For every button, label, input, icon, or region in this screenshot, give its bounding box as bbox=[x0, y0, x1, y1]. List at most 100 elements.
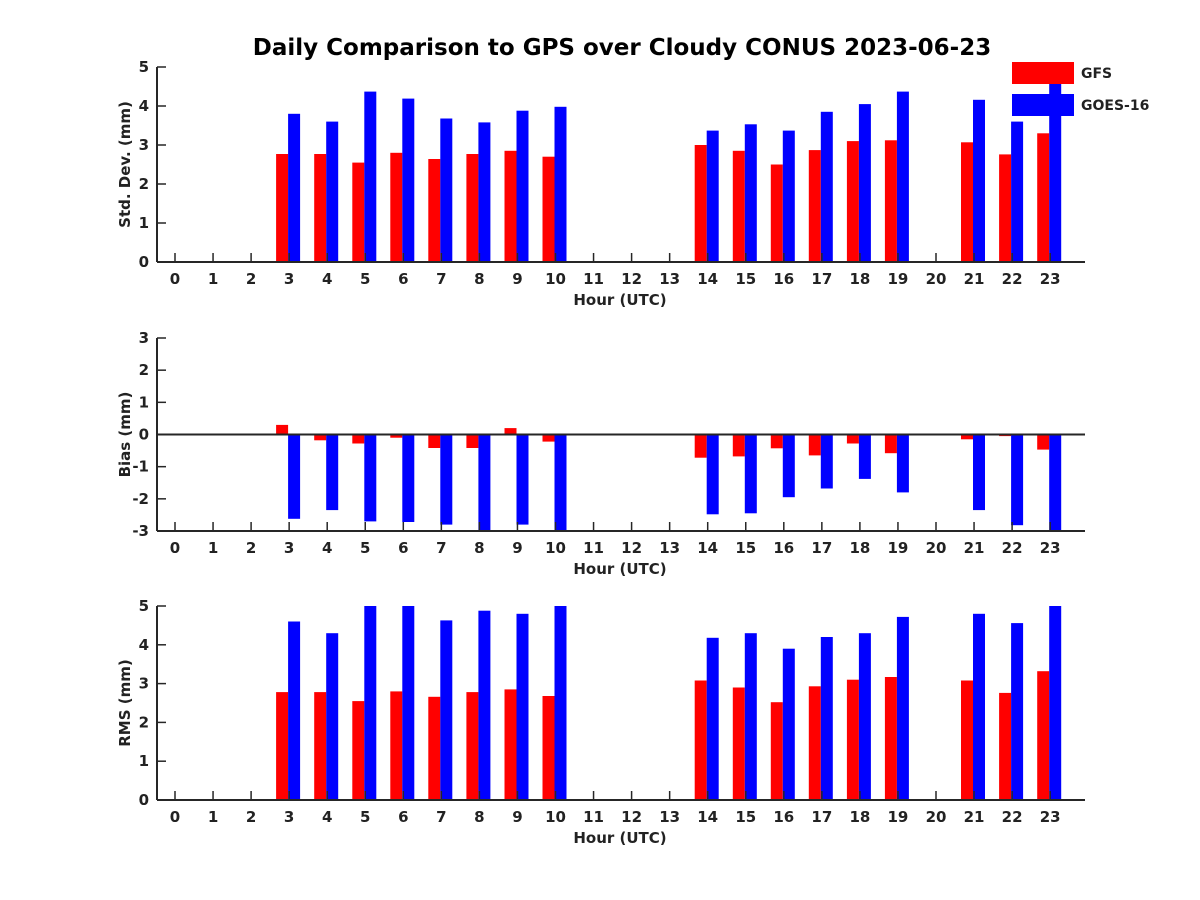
bar-goes-16-hour-17 bbox=[820, 434, 833, 489]
legend-label-goes-16: GOES-16 bbox=[1081, 98, 1149, 114]
legend-label-gfs: GFS bbox=[1081, 66, 1112, 82]
y-tick-label: 2 bbox=[139, 175, 149, 193]
bar-goes-16-hour-21 bbox=[973, 99, 985, 262]
x-tick-label: 19 bbox=[888, 808, 909, 826]
bar-gfs-hour-5 bbox=[352, 434, 365, 444]
x-tick-label: 22 bbox=[1002, 539, 1023, 557]
bar-goes-16-hour-10 bbox=[554, 606, 567, 800]
legend: GFS GOES-16 bbox=[1012, 62, 1149, 116]
bar-goes-16-hour-18 bbox=[858, 633, 871, 800]
x-tick-label: 11 bbox=[583, 539, 604, 557]
x-tick-label: 12 bbox=[621, 808, 642, 826]
bar-goes-16-hour-6 bbox=[402, 606, 415, 800]
y-tick-label: 0 bbox=[139, 253, 149, 271]
bar-gfs-hour-18 bbox=[846, 434, 859, 444]
bar-gfs-hour-7 bbox=[428, 434, 441, 448]
x-tick-label: 18 bbox=[849, 539, 870, 557]
bar-goes-16-hour-7 bbox=[440, 434, 453, 525]
x-tick-label: 15 bbox=[735, 539, 756, 557]
bar-gfs-hour-17 bbox=[808, 686, 821, 800]
bar-gfs-hour-21 bbox=[961, 680, 973, 800]
bar-gfs-hour-22 bbox=[999, 692, 1012, 800]
x-tick-label: 15 bbox=[735, 270, 756, 288]
x-axis-label: Hour (UTC) bbox=[573, 560, 666, 578]
x-tick-label: 10 bbox=[545, 808, 566, 826]
bar-goes-16-hour-19 bbox=[896, 91, 909, 262]
y-tick-label: 0 bbox=[139, 791, 149, 809]
x-axis-label: Hour (UTC) bbox=[573, 291, 666, 309]
x-tick-label: 21 bbox=[964, 808, 985, 826]
bar-goes-16-hour-6 bbox=[402, 434, 415, 522]
bar-goes-16-hour-23 bbox=[1049, 606, 1062, 800]
x-tick-label: 5 bbox=[360, 270, 370, 288]
bar-goes-16-hour-7 bbox=[440, 620, 453, 800]
y-tick-label: 5 bbox=[139, 58, 149, 76]
bar-goes-16-hour-9 bbox=[516, 613, 529, 800]
bar-goes-16-hour-14 bbox=[706, 637, 719, 800]
bar-gfs-hour-7 bbox=[428, 696, 441, 800]
bar-goes-16-hour-19 bbox=[896, 616, 909, 800]
bar-gfs-hour-8 bbox=[466, 692, 479, 800]
x-tick-label: 2 bbox=[246, 808, 256, 826]
bar-gfs-hour-16 bbox=[770, 434, 783, 449]
legend-swatch-goes-16 bbox=[1012, 94, 1074, 116]
bar-goes-16-hour-16 bbox=[782, 434, 795, 498]
x-tick-label: 13 bbox=[659, 270, 680, 288]
y-tick-label: 1 bbox=[139, 393, 149, 411]
bar-goes-16-hour-21 bbox=[973, 434, 985, 511]
bar-goes-16-hour-15 bbox=[744, 633, 757, 800]
bar-gfs-hour-14 bbox=[694, 434, 707, 458]
x-tick-label: 0 bbox=[170, 808, 180, 826]
bar-goes-16-hour-10 bbox=[554, 434, 567, 531]
bar-goes-16-hour-23 bbox=[1049, 82, 1062, 262]
bar-goes-16-hour-5 bbox=[364, 606, 377, 800]
x-tick-label: 9 bbox=[512, 539, 522, 557]
bar-gfs-hour-10 bbox=[542, 434, 555, 442]
bar-gfs-hour-3 bbox=[276, 692, 289, 800]
x-tick-label: 13 bbox=[659, 539, 680, 557]
bar-gfs-hour-8 bbox=[466, 434, 479, 448]
bar-goes-16-hour-15 bbox=[744, 434, 757, 514]
x-tick-label: 3 bbox=[284, 808, 294, 826]
y-tick-label: 2 bbox=[139, 713, 149, 731]
x-tick-label: 21 bbox=[964, 539, 985, 557]
y-tick-label: 5 bbox=[139, 597, 149, 615]
bar-gfs-hour-21 bbox=[961, 434, 973, 440]
bar-gfs-hour-18 bbox=[846, 679, 859, 800]
x-tick-label: 20 bbox=[926, 808, 947, 826]
bar-gfs-hour-23 bbox=[1037, 671, 1050, 800]
bar-gfs-hour-6 bbox=[390, 691, 403, 800]
bar-gfs-hour-6 bbox=[390, 152, 403, 262]
bar-goes-16-hour-4 bbox=[326, 121, 339, 262]
x-tick-label: 23 bbox=[1040, 539, 1061, 557]
bar-goes-16-hour-19 bbox=[896, 434, 909, 493]
y-tick-label: 2 bbox=[139, 361, 149, 379]
bar-gfs-hour-5 bbox=[352, 701, 365, 800]
bar-gfs-hour-9 bbox=[504, 689, 517, 800]
bar-gfs-hour-16 bbox=[770, 702, 783, 800]
x-tick-label: 17 bbox=[811, 270, 832, 288]
x-tick-label: 7 bbox=[436, 270, 446, 288]
x-tick-label: 22 bbox=[1002, 270, 1023, 288]
x-tick-label: 20 bbox=[926, 539, 947, 557]
bar-gfs-hour-21 bbox=[961, 142, 973, 262]
bar-goes-16-hour-18 bbox=[858, 434, 871, 479]
x-tick-label: 14 bbox=[697, 808, 718, 826]
x-tick-label: 1 bbox=[208, 808, 218, 826]
x-tick-label: 21 bbox=[964, 270, 985, 288]
bar-gfs-hour-9 bbox=[504, 428, 517, 435]
x-tick-label: 4 bbox=[322, 808, 332, 826]
x-tick-label: 7 bbox=[436, 808, 446, 826]
bar-goes-16-hour-22 bbox=[1011, 623, 1024, 800]
x-axis-label: Hour (UTC) bbox=[573, 829, 666, 847]
y-tick-label: 3 bbox=[139, 136, 149, 154]
y-tick-label: 1 bbox=[139, 752, 149, 770]
bar-goes-16-hour-17 bbox=[820, 637, 833, 800]
bar-gfs-hour-10 bbox=[542, 696, 555, 800]
bar-goes-16-hour-8 bbox=[478, 122, 491, 263]
bar-goes-16-hour-6 bbox=[402, 98, 415, 262]
x-tick-label: 0 bbox=[170, 270, 180, 288]
bar-goes-16-hour-5 bbox=[364, 434, 377, 522]
